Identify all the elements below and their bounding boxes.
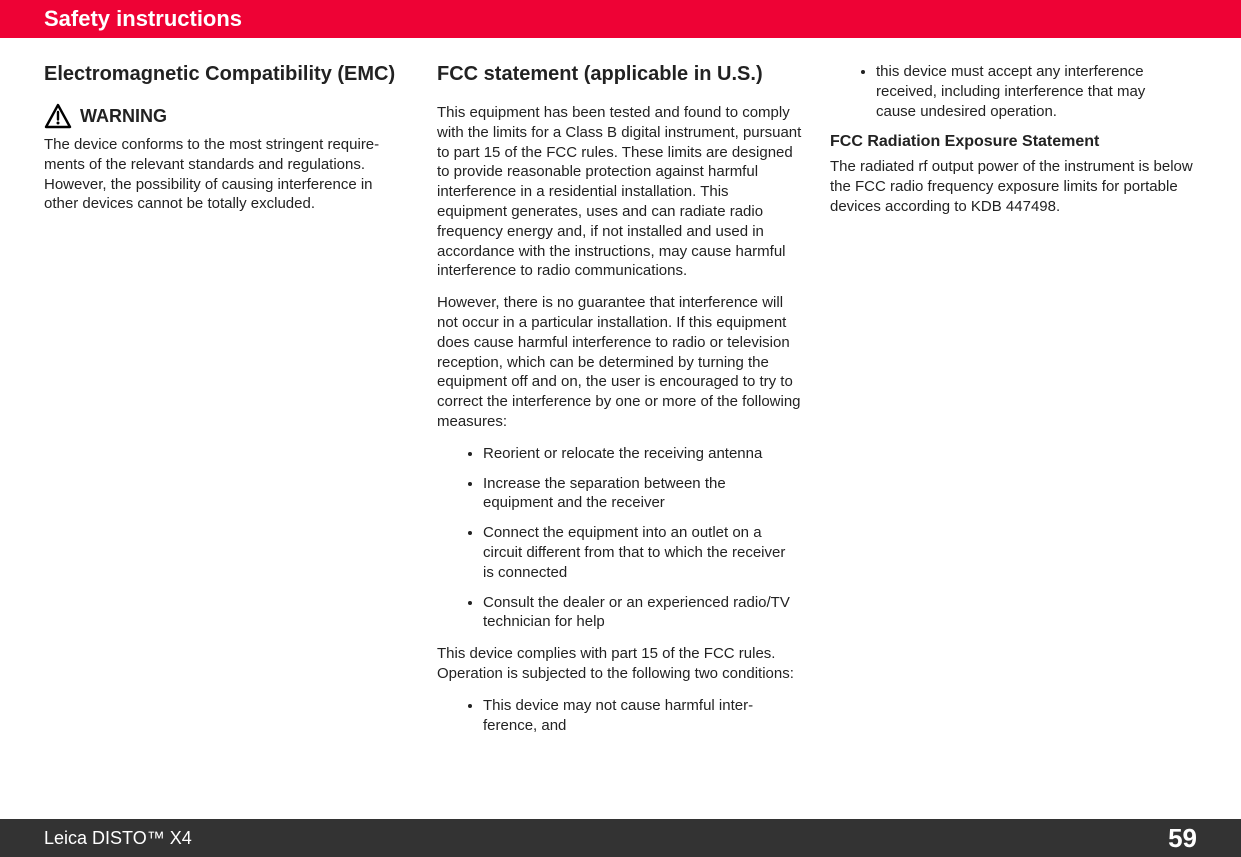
footer-page-number: 59 [1168, 823, 1197, 854]
emc-paragraph: The device conforms to the most stringen… [44, 135, 409, 214]
column-1: Electromagnetic Compatibility (EMC) WARN… [44, 60, 409, 770]
fcc-heading: FCC statement (applicable in U.S.) [437, 60, 802, 89]
radiation-paragraph: The radiated rf output power of the inst… [830, 157, 1195, 216]
list-item: Increase the separation between the equi… [483, 474, 802, 514]
fcc-conditions-list: This device may not cause harmful inter­… [437, 696, 802, 736]
list-item: Connect the equipment into an outlet on … [483, 523, 802, 582]
fcc-paragraph-1: This equipment has been tested and found… [437, 103, 802, 281]
header-title: Safety instructions [44, 6, 242, 31]
fcc-measures-list: Reorient or relocate the receiving anten… [437, 444, 802, 632]
fcc-conditions-cont-list: this device must accept any interference… [830, 62, 1195, 121]
radiation-heading: FCC Radiation Exposure Statement [830, 133, 1195, 151]
document-page: Safety instructions Electromagnetic Comp… [0, 0, 1241, 857]
list-item: Reorient or relocate the receiving anten… [483, 444, 802, 464]
column-3: this device must accept any interference… [830, 60, 1195, 770]
list-item: Consult the dealer or an experienced rad… [483, 593, 802, 633]
fcc-paragraph-3: This device complies with part 15 of the… [437, 644, 802, 684]
emc-heading: Electromagnetic Compatibility (EMC) [44, 60, 409, 89]
footer-product: Leica DISTO™ X4 [44, 828, 192, 849]
warning-triangle-icon [44, 103, 72, 129]
header-bar: Safety instructions [0, 0, 1241, 38]
list-item: This device may not cause harmful inter­… [483, 696, 802, 736]
column-2: FCC statement (applicable in U.S.) This … [437, 60, 802, 770]
warning-label: WARNING [80, 106, 167, 127]
warning-row: WARNING [44, 103, 409, 129]
footer-bar: Leica DISTO™ X4 59 [0, 819, 1241, 857]
content-columns: Electromagnetic Compatibility (EMC) WARN… [0, 38, 1241, 770]
fcc-paragraph-2: However, there is no guarantee that inte… [437, 293, 802, 432]
list-item: this device must accept any interference… [876, 62, 1195, 121]
